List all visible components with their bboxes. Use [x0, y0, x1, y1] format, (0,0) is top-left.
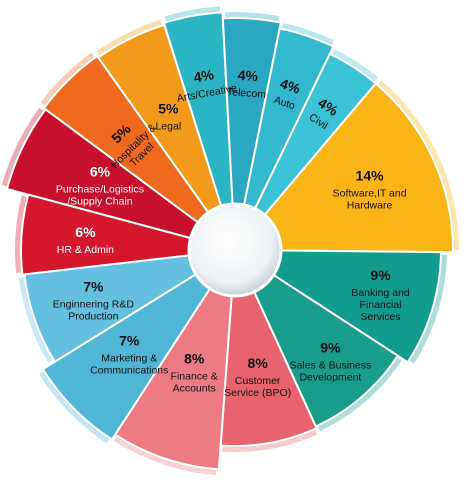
slice-banking-and-financial-services: [231, 248, 442, 364]
percent-label: 6%: [90, 164, 111, 180]
slice-arts-creative: [162, 11, 236, 251]
category-label: Production: [68, 310, 118, 322]
slice-sales-business-development: [232, 247, 400, 428]
slice-customer-service-bpo: [219, 249, 318, 447]
percent-label: 14%: [356, 167, 385, 183]
category-label: Telecom: [227, 86, 267, 101]
percent-label: 5%: [158, 101, 179, 117]
percent-label: 9%: [370, 267, 391, 283]
category-label: Finance &: [171, 370, 218, 382]
slice-finance-accounts: [113, 249, 236, 471]
slice-label-hr-admin: 6% HR & Admin: [57, 224, 114, 256]
category-label: Hardware: [347, 199, 393, 211]
slice-hr-admin: [20, 193, 236, 276]
percent-label: 4%: [278, 75, 303, 97]
category-label: Marketing &: [101, 353, 157, 365]
percent-label: 8%: [184, 350, 205, 366]
category-label: /Supply Chain: [67, 196, 133, 208]
slice-label-finance-accounts: 8% Finance &Accounts: [171, 350, 218, 394]
slice-label-marketing-communications: 7% Marketing &Communications: [90, 333, 168, 377]
slice-software-it-and-hardware: [232, 82, 454, 254]
percent-label: 7%: [119, 333, 140, 349]
slice-label-telecom: 4% Telecom: [227, 67, 267, 101]
category-label: Software,IT and: [333, 187, 407, 199]
category-label: HR & Admin: [57, 244, 114, 256]
percent-label: 6%: [75, 224, 96, 240]
category-label: Enginnering R&D: [53, 298, 135, 310]
category-label: Development: [299, 372, 361, 384]
center-hub: [187, 202, 283, 298]
slice-hospitality-travel: [42, 54, 236, 251]
category-label: Service (BPO): [224, 387, 291, 399]
category-label: Legal: [155, 121, 181, 133]
category-label: Services: [360, 311, 400, 323]
category-label: Banking and: [351, 287, 410, 299]
category-label: Communications: [90, 365, 168, 377]
slice-label-legal: 5% Legal: [155, 101, 181, 133]
category-label: Sales & Business: [290, 360, 372, 372]
percent-label: 8%: [248, 355, 269, 371]
slice-label-purchase-logistics-supply-chain: 6% Purchase/Logistics/Supply Chain: [56, 164, 144, 208]
percent-label: 4%: [192, 66, 215, 85]
slice-auto: [234, 27, 335, 251]
slice-telecom: [221, 17, 283, 251]
percent-label: 4%: [237, 67, 259, 84]
category-label: Purchase/Logistics: [56, 184, 144, 196]
percent-label: 7%: [83, 278, 104, 294]
category-label: Accounts: [173, 382, 216, 394]
slice-marketing-communications: [41, 249, 236, 441]
percent-label: 9%: [320, 340, 341, 356]
category-label: Financial: [359, 299, 401, 311]
category-label: Customer: [235, 375, 281, 387]
slice-labels: 6%Purchase/Logistics/Supply Chain5%Hospi…: [53, 66, 410, 399]
pie-slices: [1, 6, 459, 476]
